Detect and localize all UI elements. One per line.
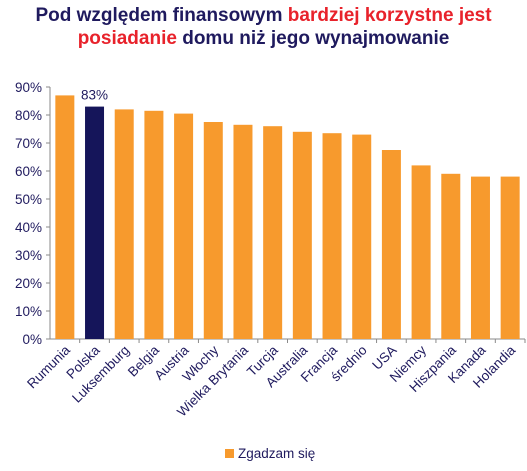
y-tick-label: 70%: [15, 136, 42, 151]
bar-10: [352, 134, 372, 339]
bar-15: [500, 176, 520, 339]
y-axis: 0% 10% 20% 30% 40% 50% 60% 70% 80% 90%: [15, 80, 525, 347]
data-labels: 83%: [81, 88, 108, 103]
y-tick-label: 90%: [15, 80, 42, 95]
y-tick-label: 80%: [15, 108, 42, 123]
title-line-2: posiadanie domu niż jego wynajmowanie: [0, 27, 527, 50]
legend-label: Zgadzam się: [238, 446, 315, 461]
y-tick-label: 50%: [15, 192, 42, 207]
title-line-1: Pod względem finansowym bardziej korzyst…: [0, 4, 527, 27]
bar-7: [263, 126, 283, 339]
bar-5: [203, 122, 223, 339]
title-line2-part1: posiadanie: [77, 28, 177, 49]
bar-3: [144, 110, 164, 339]
title-line2-part2: domu niż jego wynajmowanie: [176, 28, 450, 49]
x-tick-label: Rumunia: [24, 342, 73, 391]
data-label: 83%: [81, 88, 108, 103]
bar-8: [292, 131, 312, 339]
bars: [55, 95, 520, 340]
y-tick-label: 20%: [15, 276, 42, 291]
bar-6: [233, 124, 253, 339]
y-tick-label: 60%: [15, 164, 42, 179]
bar-4: [174, 113, 194, 339]
bar-9: [322, 133, 342, 339]
y-tick-label: 0%: [22, 332, 42, 347]
bar-1: [85, 106, 105, 339]
bar-0: [55, 95, 75, 340]
bar-11: [381, 150, 401, 339]
y-tick-label: 10%: [15, 304, 42, 319]
bar-13: [441, 173, 461, 339]
bar-2: [114, 109, 134, 340]
x-axis-labels: RumuniaPolskaLuksemburgBelgiaAustriaWłoc…: [24, 339, 526, 419]
y-tick-label: 40%: [15, 220, 42, 235]
legend-swatch: [225, 449, 234, 458]
bar-12: [411, 165, 431, 339]
title-line1-part1: Pod względem finansowym: [35, 5, 288, 26]
y-tick-label: 30%: [15, 248, 42, 263]
chart-title: Pod względem finansowym bardziej korzyst…: [0, 4, 527, 50]
title-line1-part2: bardziej korzystne jest: [287, 5, 492, 26]
legend: Zgadzam się: [225, 446, 315, 461]
bar-14: [470, 176, 490, 339]
